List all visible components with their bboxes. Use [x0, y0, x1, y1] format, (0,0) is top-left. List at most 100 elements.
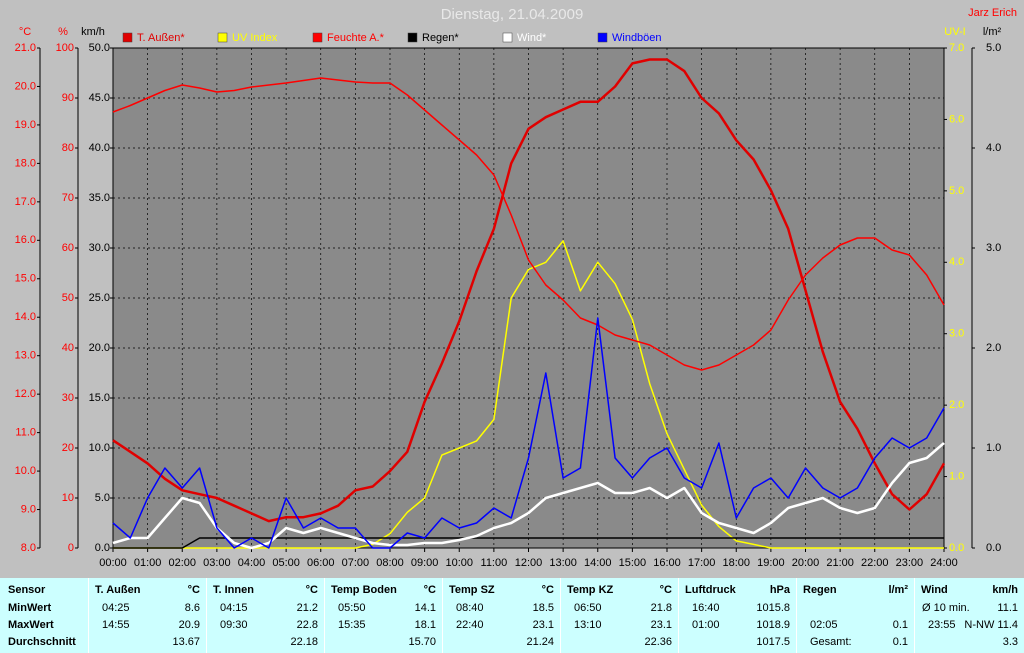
- y-tick-label: 0.0: [986, 542, 1001, 554]
- series-line: [112, 317, 945, 549]
- x-tick-label: 10:00: [445, 557, 473, 569]
- group-header: Luftdruck: [685, 584, 736, 596]
- series-line: [112, 58, 946, 523]
- y-tick-label: 30: [62, 392, 74, 404]
- cell-time: Ø 10 min.: [922, 602, 970, 614]
- y-tick-label: 17.0: [15, 196, 36, 208]
- cell-time: 01:00: [692, 619, 720, 631]
- y-tick-label: 10.0: [15, 465, 36, 477]
- y-tick-label: 11.0: [15, 427, 36, 439]
- y-tick-label: 21.0: [15, 42, 36, 54]
- y-tick-label: 5.0: [949, 185, 964, 197]
- y-tick-label: 8.0: [21, 542, 36, 554]
- x-tick-label: 18:00: [722, 557, 750, 569]
- y-tick-label: 14.0: [15, 311, 36, 323]
- author: Jarz Erich: [968, 7, 1017, 19]
- cell-value: 14.1: [414, 602, 436, 614]
- row-label: MaxWert: [8, 619, 54, 631]
- cell-value: 22.8: [296, 619, 318, 631]
- x-tick-label: 22:00: [861, 557, 889, 569]
- group-header: Temp KZ: [567, 584, 614, 596]
- x-tick-label: 21:00: [826, 557, 854, 569]
- cell-time: 16:40: [692, 602, 720, 614]
- x-tick-label: 05:00: [272, 557, 300, 569]
- y-tick-label: 5.0: [986, 42, 1001, 54]
- separator: [914, 578, 915, 653]
- axis-unit: UV-I: [944, 26, 965, 38]
- y-tick-label: 16.0: [15, 234, 36, 246]
- y-tick-label: 30.0: [89, 242, 110, 254]
- x-tick-label: 19:00: [757, 557, 785, 569]
- x-tick-label: 03:00: [203, 557, 231, 569]
- y-tick-label: 6.0: [949, 113, 964, 125]
- legend-label: Windböen: [612, 32, 662, 44]
- cell-value: 23.1: [532, 619, 554, 631]
- cell-value: 0.1: [892, 619, 908, 631]
- cell-time: 09:30: [220, 619, 248, 631]
- y-tick-label: 3.0: [949, 328, 964, 340]
- y-tick-label: 20.0: [89, 342, 110, 354]
- y-tick-label: 10.0: [89, 442, 110, 454]
- y-tick-label: 7.0: [949, 42, 964, 54]
- cell-value: 23.1: [650, 619, 672, 631]
- cell-value: 11.1: [997, 602, 1018, 614]
- y-tick-label: 15.0: [89, 392, 110, 404]
- legend-swatch: [312, 32, 323, 43]
- y-tick-label: 2.0: [986, 342, 1001, 354]
- y-tick-label: 100: [56, 42, 74, 54]
- separator: [560, 578, 561, 653]
- group-unit: °C: [541, 584, 554, 596]
- y-tick-label: 20: [62, 442, 74, 454]
- cell-value: 21.24: [526, 636, 554, 648]
- cell-value: 0.1: [892, 636, 908, 648]
- y-tick-label: 40: [62, 342, 74, 354]
- y-tick-label: 5.0: [95, 492, 110, 504]
- cell-time: 23:55: [928, 619, 956, 631]
- chart-title: Dienstag, 21.04.2009: [441, 6, 584, 23]
- y-tick-label: 20.0: [15, 80, 36, 92]
- y-tick-label: 3.0: [986, 242, 1001, 254]
- y-tick-label: 13.0: [15, 350, 36, 362]
- group-header: Temp SZ: [449, 584, 495, 596]
- cell-value: 18.5: [532, 602, 554, 614]
- group-unit: hPa: [769, 584, 790, 596]
- x-tick-label: 09:00: [411, 557, 439, 569]
- x-tick-label: 23:00: [896, 557, 924, 569]
- y-tick-label: 9.0: [21, 503, 36, 515]
- series-line: [112, 442, 945, 550]
- separator: [324, 578, 325, 653]
- group-header: Temp Boden: [331, 584, 397, 596]
- row-label: MinWert: [8, 602, 52, 614]
- cell-value: 21.2: [296, 602, 318, 614]
- separator: [796, 578, 797, 653]
- group-header: Wind: [921, 584, 948, 596]
- axis-unit: km/h: [81, 26, 105, 38]
- y-tick-label: 1.0: [949, 470, 964, 482]
- group-header: Regen: [803, 584, 837, 596]
- y-tick-label: 4.0: [949, 256, 964, 268]
- cell-time: 15:35: [338, 619, 366, 631]
- axis-unit: l/m²: [983, 26, 1002, 38]
- cell-value: 1018.9: [756, 619, 790, 631]
- x-tick-label: 14:00: [584, 557, 612, 569]
- x-tick-label: 24:00: [930, 557, 958, 569]
- x-tick-label: 00:00: [99, 557, 127, 569]
- y-tick-label: 1.0: [986, 442, 1001, 454]
- x-tick-label: 16:00: [653, 557, 681, 569]
- legend-swatch: [502, 32, 513, 43]
- x-tick-label: 08:00: [376, 557, 404, 569]
- cell-time: 04:25: [102, 602, 130, 614]
- row-label: Durchschnitt: [8, 636, 76, 648]
- cell-time: Gesamt:: [810, 636, 852, 648]
- y-tick-label: 4.0: [986, 142, 1001, 154]
- x-tick-label: 20:00: [792, 557, 820, 569]
- cell-value: 8.6: [184, 602, 200, 614]
- stats-table: Sensor MinWert MaxWert Durchschnitt T. Außen…: [0, 578, 1024, 653]
- y-tick-label: 0.0: [95, 542, 110, 554]
- y-tick-label: 80: [62, 142, 74, 154]
- cell-value: N-NW 11.4: [964, 619, 1018, 631]
- series-line: [112, 77, 945, 371]
- separator: [88, 578, 89, 653]
- cell-value: 18.1: [414, 619, 436, 631]
